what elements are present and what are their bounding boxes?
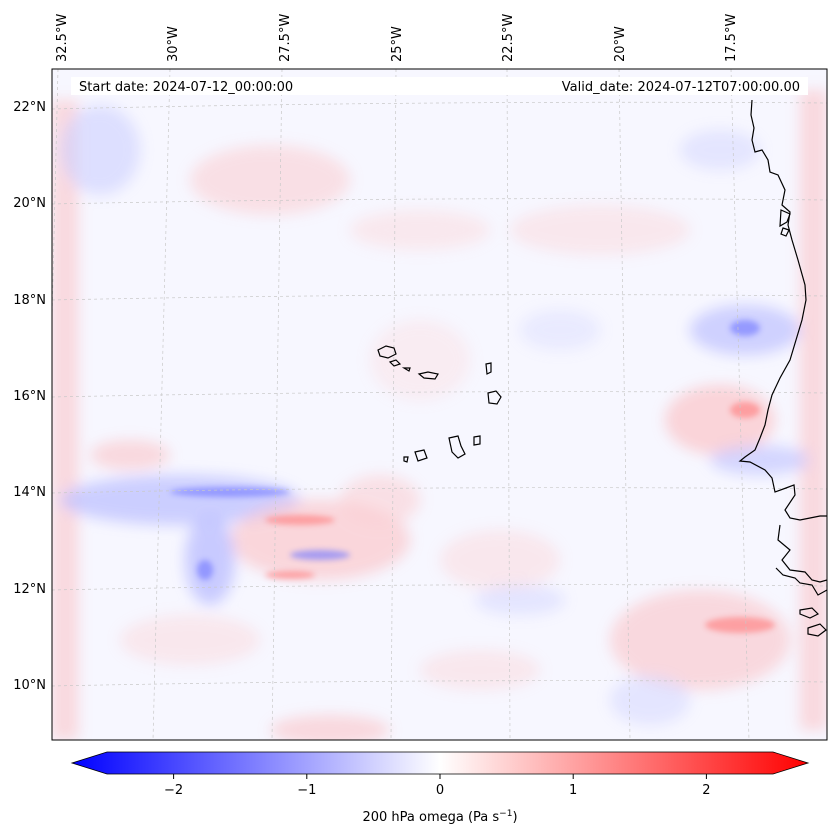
field-cell (190, 145, 350, 215)
field-cell (270, 715, 390, 740)
map-frame (51, 68, 828, 741)
parallel-line (52, 294, 827, 301)
lon-label: 20°W (613, 26, 628, 62)
parallel-line (52, 680, 827, 687)
coast-segment (780, 227, 790, 237)
colorbar-label: 200 hPa omega (Pa s−1) (362, 809, 517, 825)
meridian-line (390, 69, 397, 740)
colorbar-tick-label: 1 (569, 783, 577, 798)
field-cell (420, 650, 540, 690)
field-cell (665, 385, 775, 455)
meridian-line (506, 69, 511, 740)
colorbar-tick-label: −1 (297, 783, 316, 798)
lon-label: 30°W (166, 26, 181, 62)
lon-label: 17.5°W (724, 14, 739, 62)
field-cell (610, 590, 790, 690)
field-cell (475, 585, 565, 615)
valid-date-label: Valid_date: 2024-07-12T07:00:00.00 (562, 80, 800, 95)
parallel-line (52, 101, 827, 110)
coast-segment (807, 623, 827, 637)
meridian-line (730, 69, 750, 740)
colorbar-tick-label: 0 (436, 783, 444, 798)
field-streak (705, 617, 775, 633)
meridian-line (271, 69, 283, 740)
coast-segment (799, 607, 820, 619)
lat-label: 10°N (13, 678, 46, 693)
coastlines (377, 99, 827, 637)
cape-verde-island (485, 362, 492, 375)
cape-verde-island (487, 390, 502, 405)
field-cell (185, 515, 235, 605)
parallel-line (52, 584, 827, 591)
field-cell (710, 445, 810, 475)
field-cell (440, 530, 560, 590)
meridian-line (618, 69, 631, 740)
header-strip (71, 77, 808, 95)
cape-verde-island (401, 367, 411, 372)
field-west-edge-positive (52, 100, 78, 740)
cape-verde-island (388, 359, 402, 367)
cape-verde-island (448, 435, 466, 459)
field-east-edge-positive (800, 90, 827, 730)
field-streak (730, 320, 760, 336)
graticule (52, 69, 827, 740)
coast-segment (775, 567, 827, 596)
cape-verde-island (414, 449, 428, 462)
lat-label: 16°N (13, 389, 46, 404)
field-cell (680, 130, 760, 170)
field-cell (370, 320, 470, 400)
field-cell (60, 105, 140, 195)
cape-verde-island (403, 456, 409, 463)
lon-label: 27.5°W (278, 14, 293, 62)
field-cell (520, 310, 600, 350)
lat-label: 20°N (13, 196, 46, 211)
lon-label: 22.5°W (501, 14, 516, 62)
lat-label: 12°N (13, 582, 46, 597)
field-cell (90, 440, 170, 470)
field-cell (340, 475, 420, 525)
africa-coastline (738, 99, 827, 521)
field-cell (120, 615, 260, 665)
cape-verde-island (473, 435, 481, 446)
colorbar-tick-label: 2 (702, 783, 710, 798)
start-date-label: Start date: 2024-07-12_00:00:00 (79, 80, 293, 95)
lat-label: 22°N (13, 100, 46, 115)
latitude-labels: 22°N 20°N 18°N 16°N 14°N 12°N 10°N (13, 100, 46, 693)
lat-label: 14°N (13, 485, 46, 500)
meridian-line (152, 69, 171, 740)
field-cell (510, 205, 690, 255)
field-cell (350, 210, 490, 250)
colorbar-tick-label: −2 (164, 783, 183, 798)
parallel-line (52, 198, 827, 205)
field-cell (610, 675, 690, 725)
map-panel (52, 69, 827, 740)
field-streak (730, 402, 760, 418)
field-streak (197, 560, 213, 580)
coast-segment (779, 209, 791, 228)
field-streak (170, 487, 290, 497)
colorbar: −2 −1 0 1 2 200 hPa omega (Pa s−1) (70, 751, 810, 825)
parallel-line (52, 391, 827, 398)
cape-verde-island (377, 345, 397, 359)
lon-label: 25°W (390, 26, 405, 62)
lat-label: 18°N (13, 293, 46, 308)
omega-field-detail (170, 320, 775, 633)
field-streak (265, 515, 335, 525)
coast-segment (777, 524, 827, 583)
longitude-labels: 32.5°W 30°W 27.5°W 25°W 22.5°W 20°W 17.5… (55, 14, 739, 62)
cape-verde-island (417, 371, 439, 380)
parallel-line (52, 487, 827, 494)
colorbar-ticks: −2 −1 0 1 2 (164, 774, 711, 798)
lon-label: 32.5°W (55, 14, 70, 62)
field-streak (290, 550, 350, 560)
field-streak (265, 571, 315, 579)
colorbar-body (70, 751, 810, 775)
